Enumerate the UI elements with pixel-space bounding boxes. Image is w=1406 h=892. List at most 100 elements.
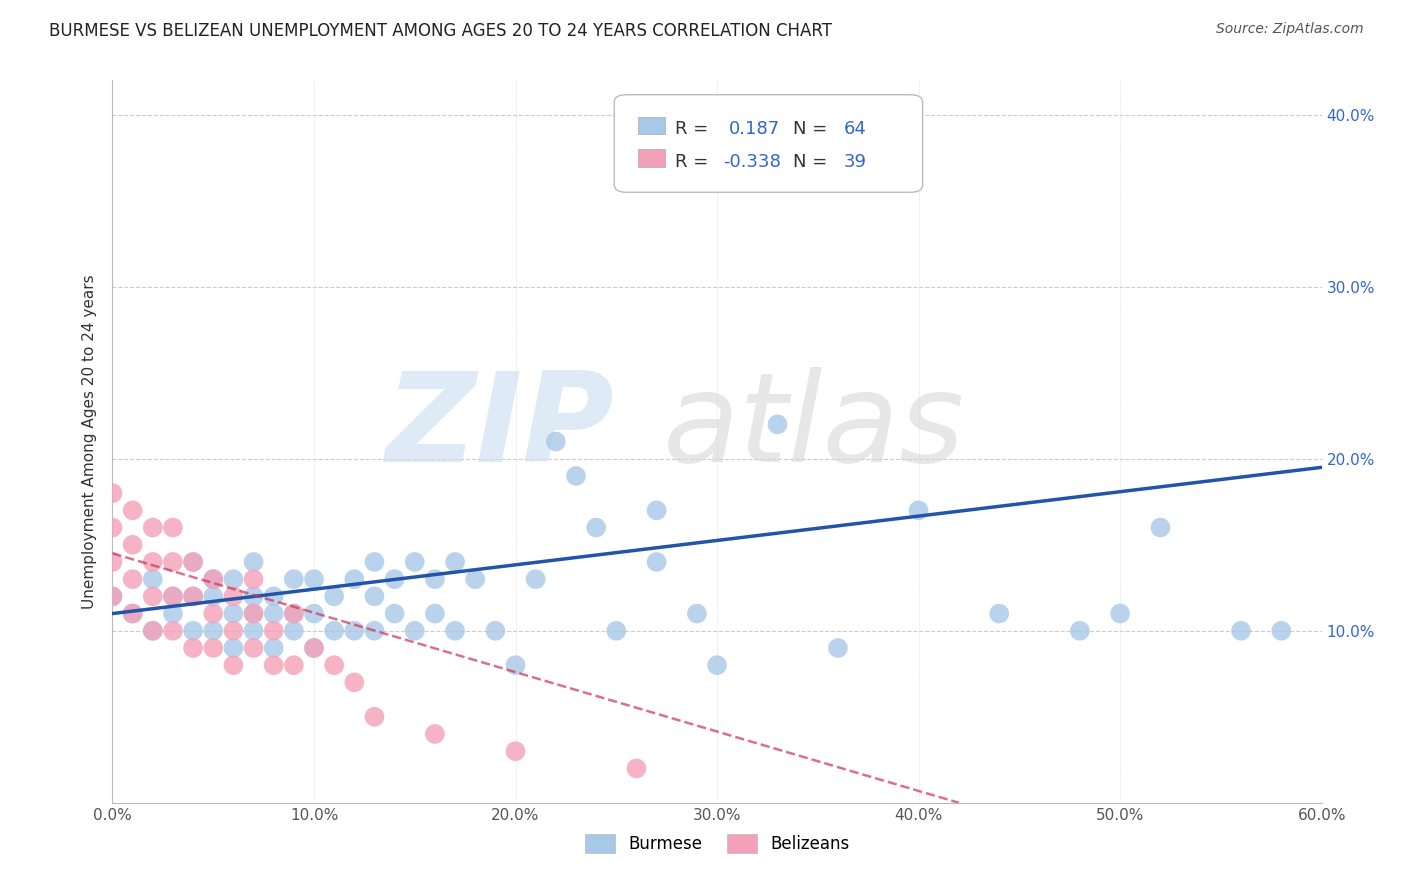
Text: -0.338: -0.338 [723, 153, 780, 170]
Point [101, 590, 124, 604]
Point [202, 572, 225, 586]
Point [101, 590, 124, 604]
Point [181, 640, 204, 655]
Point [121, 572, 143, 586]
Text: Source: ZipAtlas.com: Source: ZipAtlas.com [1216, 22, 1364, 37]
Point [181, 624, 204, 638]
Point [263, 624, 285, 638]
Point [907, 503, 929, 517]
Point [524, 572, 547, 586]
Point [202, 640, 225, 655]
Point [505, 744, 527, 758]
Text: BURMESE VS BELIZEAN UNEMPLOYMENT AMONG AGES 20 TO 24 YEARS CORRELATION CHART: BURMESE VS BELIZEAN UNEMPLOYMENT AMONG A… [49, 22, 832, 40]
Point [1149, 520, 1171, 534]
Point [202, 624, 225, 638]
Point [363, 555, 385, 569]
Point [242, 607, 264, 621]
Text: atlas: atlas [662, 367, 965, 488]
Point [565, 469, 588, 483]
Point [202, 590, 225, 604]
Point [645, 555, 668, 569]
Point [142, 520, 165, 534]
FancyBboxPatch shape [638, 150, 665, 167]
Point [242, 607, 264, 621]
Point [827, 640, 849, 655]
Point [323, 624, 346, 638]
Point [142, 624, 165, 638]
Point [222, 658, 245, 673]
Point [686, 607, 709, 621]
Point [283, 572, 305, 586]
Point [142, 572, 165, 586]
Point [323, 658, 346, 673]
Point [444, 624, 467, 638]
Text: 0.187: 0.187 [730, 120, 780, 138]
Point [162, 520, 184, 534]
Point [101, 555, 124, 569]
Point [142, 624, 165, 638]
Point [384, 607, 406, 621]
Point [283, 607, 305, 621]
Point [423, 572, 446, 586]
Point [363, 624, 385, 638]
Point [242, 590, 264, 604]
Point [121, 607, 143, 621]
Point [1270, 624, 1292, 638]
FancyBboxPatch shape [638, 117, 665, 135]
Point [423, 607, 446, 621]
Point [263, 607, 285, 621]
Point [162, 607, 184, 621]
Point [1109, 607, 1132, 621]
Point [181, 555, 204, 569]
Text: 64: 64 [844, 120, 868, 138]
Point [222, 590, 245, 604]
Point [343, 675, 366, 690]
Point [222, 640, 245, 655]
Point [283, 624, 305, 638]
Point [121, 538, 143, 552]
Point [645, 503, 668, 517]
Point [222, 607, 245, 621]
Point [121, 607, 143, 621]
Text: R =: R = [675, 153, 709, 170]
Point [544, 434, 567, 449]
Point [323, 590, 346, 604]
Point [101, 486, 124, 500]
Point [222, 572, 245, 586]
Point [302, 640, 325, 655]
Text: N =: N = [793, 153, 828, 170]
Point [384, 572, 406, 586]
Point [242, 572, 264, 586]
Point [242, 640, 264, 655]
Point [263, 640, 285, 655]
Point [363, 590, 385, 604]
Point [363, 710, 385, 724]
Point [585, 520, 607, 534]
Point [404, 624, 426, 638]
Point [142, 590, 165, 604]
Y-axis label: Unemployment Among Ages 20 to 24 years: Unemployment Among Ages 20 to 24 years [82, 274, 97, 609]
Point [202, 572, 225, 586]
Point [283, 607, 305, 621]
Point [162, 590, 184, 604]
Point [121, 503, 143, 517]
Point [302, 572, 325, 586]
Point [404, 555, 426, 569]
Point [181, 590, 204, 604]
Point [988, 607, 1011, 621]
Point [464, 572, 486, 586]
Point [162, 624, 184, 638]
Point [181, 555, 204, 569]
Text: R =: R = [675, 120, 709, 138]
Point [222, 624, 245, 638]
Point [505, 658, 527, 673]
Point [343, 624, 366, 638]
Point [444, 555, 467, 569]
Point [242, 624, 264, 638]
Point [162, 555, 184, 569]
Point [283, 658, 305, 673]
Text: N =: N = [793, 120, 828, 138]
Point [202, 607, 225, 621]
Point [263, 658, 285, 673]
Point [302, 640, 325, 655]
